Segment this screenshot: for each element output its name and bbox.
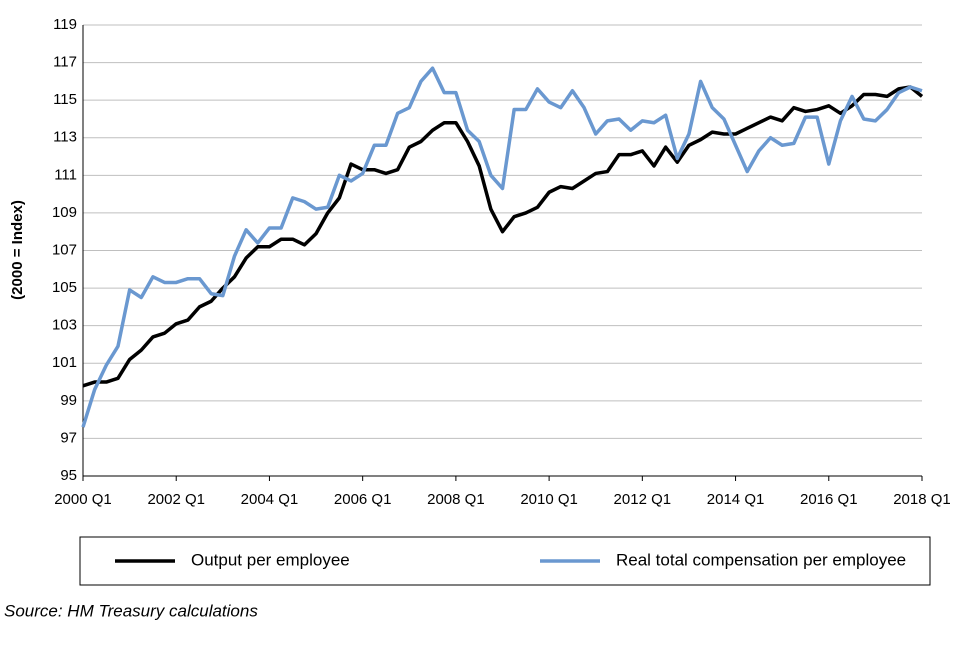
legend-label: Output per employee	[191, 550, 350, 569]
x-tick-label: 2012 Q1	[614, 491, 672, 508]
y-tick-label: 111	[54, 166, 77, 183]
y-tick-label: 95	[60, 467, 77, 484]
x-tick-label: 2010 Q1	[520, 491, 578, 508]
y-tick-label: 119	[53, 16, 77, 33]
x-tick-label: 2004 Q1	[241, 491, 299, 508]
y-tick-label: 107	[52, 241, 77, 258]
y-tick-label: 113	[53, 129, 77, 146]
y-tick-label: 105	[52, 279, 77, 296]
y-axis-label: (2000 = Index)	[9, 200, 26, 300]
x-tick-label: 2018 Q1	[893, 491, 951, 508]
series-line	[81, 66, 923, 428]
x-tick-label: 2002 Q1	[147, 491, 205, 508]
y-tick-label: 115	[53, 91, 77, 108]
x-tick-label: 2000 Q1	[54, 491, 112, 508]
x-tick-label: 2016 Q1	[800, 491, 858, 508]
y-tick-label: 101	[52, 354, 77, 371]
y-tick-label: 99	[60, 392, 77, 409]
legend-label: Real total compensation per employee	[616, 550, 906, 569]
x-tick-label: 2008 Q1	[427, 491, 485, 508]
x-tick-label: 2006 Q1	[334, 491, 392, 508]
legend-box	[79, 536, 931, 586]
y-tick-label: 97	[60, 429, 77, 446]
y-tick-label: 109	[52, 204, 77, 221]
source-note: Source: HM Treasury calculations	[4, 601, 258, 620]
series-line	[82, 85, 924, 388]
y-tick-label: 117	[53, 54, 77, 71]
y-tick-label: 103	[52, 317, 77, 334]
x-tick-label: 2014 Q1	[707, 491, 765, 508]
